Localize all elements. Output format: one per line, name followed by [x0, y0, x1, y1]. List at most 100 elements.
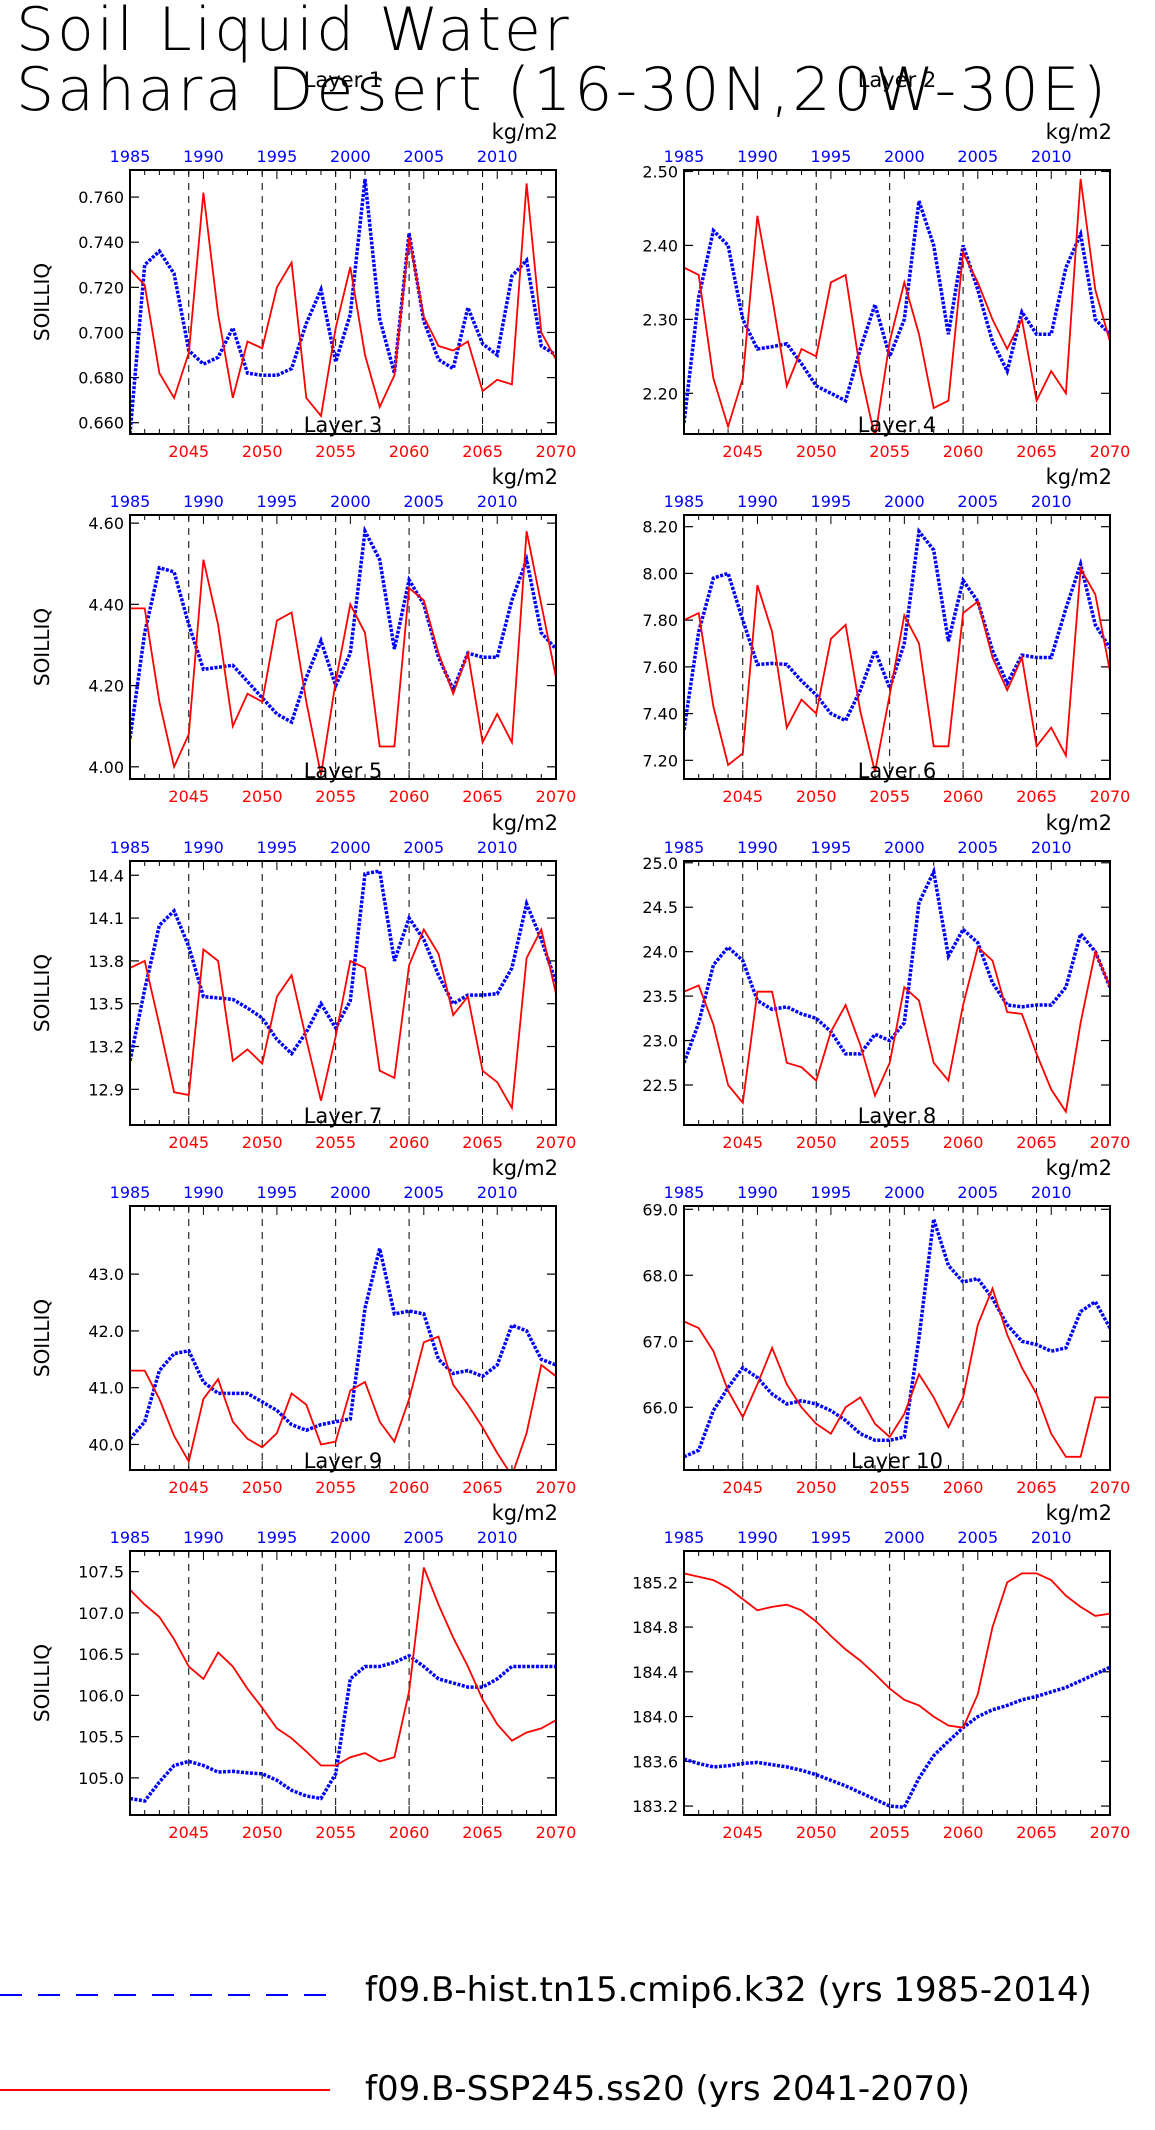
x-bottom-tick-label: 2065 — [462, 787, 503, 806]
series-line-ssp — [130, 926, 556, 1111]
x-top-tick-label: 2005 — [957, 1528, 998, 1547]
y-tick-label: 7.40 — [642, 705, 678, 724]
x-bottom-tick-label: 2070 — [1090, 787, 1131, 806]
y-tick-label: 24.5 — [642, 898, 678, 917]
x-top-tick-label: 2010 — [1031, 492, 1072, 511]
x-top-tick-label: 1995 — [257, 147, 298, 166]
chart-title-line-2: Sahara Desert (16-30N,20W-30E) — [16, 55, 1109, 125]
x-top-tick-label: 1995 — [811, 1528, 852, 1547]
y-tick-label: 23.0 — [642, 1032, 678, 1051]
units-label: kg/m2 — [492, 1156, 558, 1180]
x-top-tick-label: 2010 — [477, 838, 518, 857]
y-tick-label: 0.760 — [78, 188, 124, 207]
x-top-tick-label: 2010 — [477, 147, 518, 166]
y-tick-label: 185.2 — [632, 1573, 678, 1592]
y-tick-label: 105.5 — [78, 1728, 124, 1747]
legend-swatch-ssp — [0, 2089, 330, 2091]
x-bottom-tick-label: 2055 — [315, 442, 356, 461]
series-line-ssp — [684, 178, 1110, 434]
y-axis-label: SOILLIQ — [30, 608, 54, 686]
x-bottom-tick-label: 2060 — [943, 442, 984, 461]
x-bottom-tick-label: 2060 — [943, 1823, 984, 1842]
x-top-tick-label: 2010 — [477, 1528, 518, 1547]
series-line-ssp — [684, 1285, 1110, 1458]
series-line-hist — [130, 178, 556, 434]
series-line-ssp — [684, 565, 1110, 773]
y-tick-label: 106.0 — [78, 1686, 124, 1705]
x-top-tick-label: 1985 — [110, 1183, 151, 1202]
x-bottom-tick-label: 2045 — [722, 1823, 763, 1842]
x-top-tick-label: 2010 — [1031, 1528, 1072, 1547]
x-bottom-tick-label: 2070 — [1090, 442, 1131, 461]
y-axis-label: SOILLIQ — [30, 1644, 54, 1722]
y-tick-label: 24.0 — [642, 943, 678, 962]
x-bottom-tick-label: 2045 — [168, 442, 209, 461]
legend-swatch-hist — [0, 1994, 330, 1996]
x-top-tick-label: 2000 — [884, 838, 925, 857]
y-tick-label: 14.4 — [88, 866, 124, 885]
y-tick-label: 25.0 — [642, 854, 678, 873]
x-bottom-tick-label: 2065 — [462, 442, 503, 461]
series-line-hist — [684, 1218, 1110, 1459]
y-tick-label: 22.5 — [642, 1076, 678, 1095]
plot-frame — [683, 514, 1111, 780]
x-bottom-tick-label: 2045 — [168, 1823, 209, 1842]
y-tick-label: 4.00 — [88, 758, 124, 777]
x-top-tick-label: 1985 — [664, 1528, 705, 1547]
x-bottom-tick-label: 2050 — [796, 442, 837, 461]
x-top-tick-label: 2000 — [330, 838, 371, 857]
chart-panel-3: 4.00 4.20 4.40 4.60 2045 2050 2055 2060 2065 2070… — [30, 413, 576, 806]
y-tick-label: 66.0 — [642, 1398, 678, 1417]
y-tick-label: 183.6 — [632, 1752, 678, 1771]
x-bottom-tick-label: 2045 — [168, 787, 209, 806]
x-top-tick-label: 2010 — [1031, 838, 1072, 857]
x-bottom-tick-label: 2065 — [1016, 787, 1057, 806]
panel-title: Layer 8 — [858, 1104, 937, 1128]
x-bottom-tick-label: 2060 — [943, 1133, 984, 1152]
x-bottom-tick-label: 2070 — [536, 442, 577, 461]
x-bottom-tick-label: 2060 — [389, 1823, 430, 1842]
x-bottom-tick-label: 2055 — [315, 1823, 356, 1842]
x-bottom-tick-label: 2055 — [869, 1478, 910, 1497]
series-line-ssp — [130, 183, 556, 419]
x-bottom-tick-label: 2065 — [462, 1823, 503, 1842]
x-top-tick-label: 2005 — [403, 147, 444, 166]
y-tick-label: 4.40 — [88, 595, 124, 614]
x-bottom-tick-label: 2060 — [943, 1478, 984, 1497]
x-top-tick-label: 1990 — [183, 1183, 224, 1202]
x-top-tick-label: 1990 — [183, 838, 224, 857]
x-top-tick-label: 2000 — [884, 1528, 925, 1547]
y-tick-label: 2.40 — [642, 236, 678, 255]
series-line-ssp — [130, 1335, 556, 1470]
x-top-tick-label: 1995 — [257, 1183, 298, 1202]
x-bottom-tick-label: 2065 — [1016, 1133, 1057, 1152]
series-line-hist — [684, 1665, 1110, 1810]
y-tick-label: 0.680 — [78, 369, 124, 388]
panel-title: Layer 6 — [858, 759, 937, 783]
y-tick-label: 12.9 — [88, 1080, 124, 1099]
x-top-tick-label: 1995 — [257, 1528, 298, 1547]
x-top-tick-label: 2005 — [403, 492, 444, 511]
y-tick-label: 7.80 — [642, 611, 678, 630]
x-bottom-tick-label: 2045 — [722, 1478, 763, 1497]
x-top-tick-label: 1995 — [811, 147, 852, 166]
panel-title: Layer 10 — [851, 1449, 943, 1473]
x-top-tick-label: 1985 — [110, 1528, 151, 1547]
series-line-ssp — [684, 945, 1110, 1115]
x-bottom-tick-label: 2070 — [536, 1478, 577, 1497]
y-tick-label: 106.5 — [78, 1645, 124, 1664]
x-bottom-tick-label: 2045 — [722, 787, 763, 806]
x-bottom-tick-label: 2065 — [1016, 1478, 1057, 1497]
y-tick-label: 40.0 — [88, 1435, 124, 1454]
units-label: kg/m2 — [1046, 120, 1112, 144]
x-bottom-tick-label: 2070 — [536, 1133, 577, 1152]
x-bottom-tick-label: 2065 — [1016, 1823, 1057, 1842]
units-label: kg/m2 — [492, 465, 558, 489]
series-line-ssp — [130, 1567, 556, 1767]
y-tick-label: 107.5 — [78, 1563, 124, 1582]
x-top-tick-label: 1995 — [811, 492, 852, 511]
x-bottom-tick-label: 2050 — [242, 1478, 283, 1497]
x-bottom-tick-label: 2060 — [389, 442, 430, 461]
x-top-tick-label: 2000 — [330, 1528, 371, 1547]
x-top-tick-label: 2010 — [1031, 1183, 1072, 1202]
